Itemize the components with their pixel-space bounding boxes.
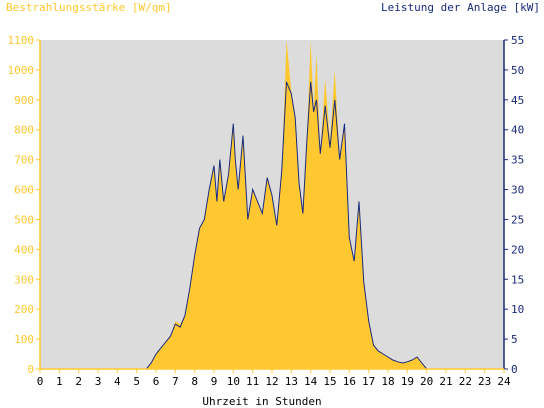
left-tick-label: 100 xyxy=(14,333,34,346)
x-tick-label: 14 xyxy=(304,375,318,388)
x-tick-label: 20 xyxy=(420,375,433,388)
left-tick-label: 800 xyxy=(14,124,34,137)
left-tick-label: 900 xyxy=(14,94,34,107)
right-axis-ticks: 0 5 10 15 20 25 30 35 40 45 50 55 xyxy=(504,34,524,376)
x-tick-label: 23 xyxy=(478,375,491,388)
x-tick-label: 12 xyxy=(265,375,278,388)
x-tick-label: 7 xyxy=(172,375,179,388)
left-tick-label: 1000 xyxy=(8,64,35,77)
x-axis-title: Uhrzeit in Stunden xyxy=(202,395,321,408)
left-tick-label: 300 xyxy=(14,273,34,286)
x-tick-label: 6 xyxy=(153,375,160,388)
left-tick-label: 0 xyxy=(27,363,34,376)
x-tick-label: 21 xyxy=(439,375,452,388)
power-line xyxy=(40,81,504,370)
x-tick-label: 24 xyxy=(497,375,511,388)
x-tick-label: 9 xyxy=(211,375,218,388)
x-tick-label: 5 xyxy=(133,375,140,388)
series-layer xyxy=(40,40,504,370)
right-tick-label: 55 xyxy=(511,34,524,47)
x-axis-ticks: 0 1 2 3 4 5 6 7 8 9 10 11 12 13 14 15 16 17 18 19 20 21 22 23 24 xyxy=(37,369,511,388)
x-tick-label: 1 xyxy=(56,375,63,388)
right-tick-label: 15 xyxy=(511,273,524,286)
left-tick-label: 1100 xyxy=(8,34,35,47)
x-tick-label: 15 xyxy=(323,375,336,388)
right-tick-label: 20 xyxy=(511,243,524,256)
right-tick-label: 30 xyxy=(511,184,524,197)
irradiance-area xyxy=(40,40,504,369)
x-tick-label: 8 xyxy=(191,375,198,388)
x-tick-label: 11 xyxy=(246,375,259,388)
left-tick-label: 600 xyxy=(14,184,34,197)
left-tick-label: 400 xyxy=(14,243,34,256)
left-axis-title: Bestrahlungsstärke [W/qm] xyxy=(6,1,172,14)
x-tick-label: 4 xyxy=(114,375,121,388)
x-tick-label: 13 xyxy=(285,375,298,388)
right-axis-title: Leistung der Anlage [kW] xyxy=(381,1,540,14)
right-tick-label: 25 xyxy=(511,213,524,226)
right-tick-label: 0 xyxy=(511,363,518,376)
left-tick-label: 200 xyxy=(14,303,34,316)
x-tick-label: 10 xyxy=(227,375,240,388)
x-tick-label: 2 xyxy=(75,375,82,388)
x-tick-label: 3 xyxy=(95,375,102,388)
left-axis-ticks: 0 100 200 300 400 500 600 700 800 900 1000 1100 xyxy=(8,34,40,376)
left-tick-label: 500 xyxy=(14,213,34,226)
right-tick-label: 50 xyxy=(511,64,524,77)
right-tick-label: 10 xyxy=(511,303,524,316)
right-tick-label: 40 xyxy=(511,124,524,137)
x-tick-label: 17 xyxy=(362,375,375,388)
x-tick-label: 19 xyxy=(401,375,414,388)
x-tick-label: 22 xyxy=(459,375,472,388)
right-tick-label: 35 xyxy=(511,154,524,167)
x-tick-label: 16 xyxy=(343,375,356,388)
right-tick-label: 5 xyxy=(511,333,518,346)
x-tick-label: 0 xyxy=(37,375,44,388)
right-tick-label: 45 xyxy=(511,94,524,107)
x-tick-label: 18 xyxy=(381,375,394,388)
left-tick-label: 700 xyxy=(14,154,34,167)
